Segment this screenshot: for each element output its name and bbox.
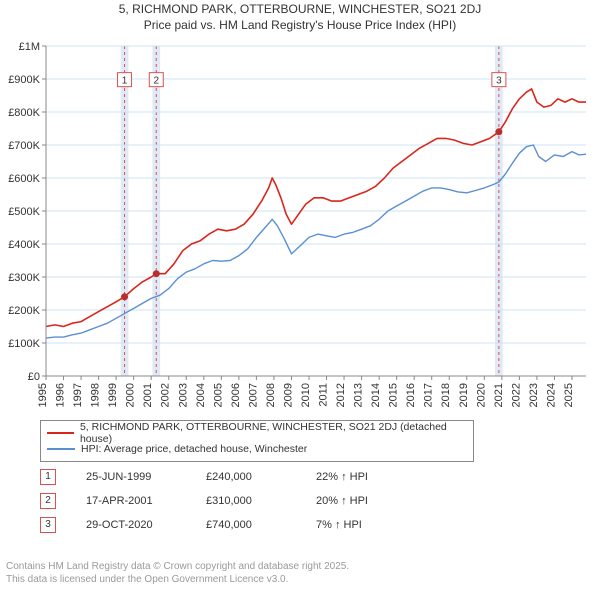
event-index: 2 (40, 493, 56, 509)
event-marker-index: 2 (153, 76, 159, 87)
event-marker-index: 1 (122, 76, 128, 87)
tick-label-x: 1995 (37, 383, 49, 407)
tick-label-x: 2025 (563, 383, 575, 407)
tick-label-y: £500K (8, 206, 40, 218)
legend-swatch (47, 448, 75, 450)
legend-item: 5, RICHMOND PARK, OTTERBOURNE, WINCHESTE… (47, 425, 467, 441)
tick-label-x: 2011 (318, 383, 330, 407)
tick-label-x: 2000 (125, 383, 137, 407)
event-diff: 7% ↑ HPI (316, 519, 426, 531)
tick-label-y: £100K (8, 338, 40, 350)
tick-label-y: £900K (8, 74, 40, 86)
event-index: 1 (40, 469, 56, 485)
tick-label-x: 2009 (282, 383, 294, 407)
event-price: £740,000 (206, 519, 316, 531)
tick-label-y: £0 (28, 371, 40, 383)
footer-line-2: This data is licensed under the Open Gov… (6, 574, 349, 587)
event-row: 1 25-JUN-1999£240,00022% ↑ HPI (40, 465, 560, 489)
tick-label-x: 2016 (405, 383, 417, 407)
event-row: 3 29-OCT-2020£740,0007% ↑ HPI (40, 513, 560, 537)
tick-label-x: 2008 (265, 383, 277, 407)
tick-label-x: 2001 (142, 383, 154, 407)
tick-label-y: £300K (8, 272, 40, 284)
event-dot (495, 128, 502, 135)
event-date: 25-JUN-1999 (86, 471, 206, 483)
tick-label-x: 1996 (55, 383, 67, 407)
tick-label-x: 2004 (195, 383, 207, 407)
chart: 1 2 3 £0 £100K £200K £300K £400K £500K £600K £700K… (6, 40, 594, 410)
titles: 5, RICHMOND PARK, OTTERBOURNE, WINCHESTE… (0, 0, 600, 32)
legend-swatch (47, 432, 74, 434)
tick-label-x: 2018 (440, 383, 452, 407)
legend-label: HPI: Average price, detached house, Winc… (81, 443, 307, 455)
tick-label-x: 2024 (545, 383, 557, 407)
legend-label: 5, RICHMOND PARK, OTTERBOURNE, WINCHESTE… (80, 421, 467, 445)
event-index: 3 (40, 517, 56, 533)
chart-container: { "title": { "line1": "5, RICHMOND PARK,… (0, 0, 600, 590)
tick-label-x: 2015 (388, 383, 400, 407)
title-line-2: Price paid vs. HM Land Registry's House … (0, 18, 600, 32)
chart-svg: 1 2 3 £0 £100K £200K £300K £400K £500K £600K £700K… (6, 40, 594, 410)
title-line-1: 5, RICHMOND PARK, OTTERBOURNE, WINCHESTE… (0, 2, 600, 16)
tick-label-x: 2005 (212, 383, 224, 407)
legend: 5, RICHMOND PARK, OTTERBOURNE, WINCHESTE… (40, 420, 474, 462)
tick-label-x: 2006 (230, 383, 242, 407)
event-price: £240,000 (206, 471, 316, 483)
tick-label-x: 2017 (423, 383, 435, 407)
event-dot (121, 293, 128, 300)
tick-label-x: 2007 (247, 383, 259, 407)
tick-label-y: £1M (19, 41, 40, 53)
tick-label-x: 1998 (90, 383, 102, 407)
tick-label-x: 2012 (335, 383, 347, 407)
tick-label-x: 2021 (493, 383, 505, 407)
event-date: 29-OCT-2020 (86, 519, 206, 531)
tick-label-y: £700K (8, 140, 40, 152)
tick-label-x: 2022 (510, 383, 522, 407)
footer-line-1: Contains HM Land Registry data © Crown c… (6, 561, 349, 574)
tick-label-x: 1999 (107, 383, 119, 407)
tick-label-y: £600K (8, 173, 40, 185)
event-diff: 22% ↑ HPI (316, 471, 426, 483)
tick-label-x: 2013 (353, 383, 365, 407)
tick-label-x: 2019 (458, 383, 470, 407)
tick-label-y: £400K (8, 239, 40, 251)
tick-label-x: 2003 (177, 383, 189, 407)
tick-label-x: 2002 (160, 383, 172, 407)
tick-label-x: 1997 (72, 383, 84, 407)
event-row: 2 17-APR-2001£310,00020% ↑ HPI (40, 489, 560, 513)
tick-label-x: 2010 (300, 383, 312, 407)
event-diff: 20% ↑ HPI (316, 495, 426, 507)
event-marker-index: 3 (496, 76, 502, 87)
tick-label-x: 2014 (370, 383, 382, 407)
tick-label-x: 2020 (475, 383, 487, 407)
event-dot (153, 270, 160, 277)
tick-label-y: £800K (8, 107, 40, 119)
footer: Contains HM Land Registry data © Crown c… (6, 561, 349, 586)
tick-label-y: £200K (8, 305, 40, 317)
event-price: £310,000 (206, 495, 316, 507)
tick-label-x: 2023 (528, 383, 540, 407)
event-date: 17-APR-2001 (86, 495, 206, 507)
events-table: 1 25-JUN-1999£240,00022% ↑ HPI 2 17-APR-200… (40, 465, 560, 537)
